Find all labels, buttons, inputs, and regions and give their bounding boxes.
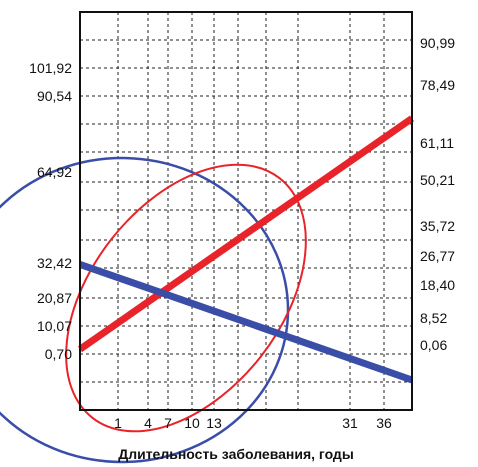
red-ellipse bbox=[65, 163, 307, 433]
x-tick-label: 13 bbox=[206, 415, 222, 431]
y-left-tick-label: 10,07 bbox=[37, 318, 72, 334]
blue-ellipse bbox=[0, 156, 290, 464]
y-left-tick-label: 0,70 bbox=[45, 346, 72, 362]
y-right-tick-label: 26,77 bbox=[420, 248, 455, 264]
x-axis-label: Длительность заболевания, годы bbox=[118, 446, 354, 462]
x-tick-label: 1 bbox=[114, 415, 122, 431]
y-left-tick-label: 64,92 bbox=[37, 164, 72, 180]
y-right-tick-label: 50,21 bbox=[420, 172, 455, 188]
plot-background bbox=[80, 12, 412, 410]
y-right-tick-label: 61,11 bbox=[420, 135, 454, 151]
grid bbox=[80, 12, 412, 410]
x-tick-label: 7 bbox=[164, 415, 172, 431]
x-tick-label: 36 bbox=[376, 415, 392, 431]
tick-labels: 1 4 7 10 13 31 36 101,92 90,54 64,92 32,42 20,87 10,… bbox=[29, 35, 455, 431]
red-regression-line bbox=[78, 115, 414, 353]
y-left-tick-label: 20,87 bbox=[37, 290, 72, 306]
y-right-tick-label: 35,72 bbox=[420, 218, 455, 234]
y-right-tick-label: 90,99 bbox=[420, 35, 455, 51]
ellipses bbox=[0, 156, 307, 464]
y-left-tick-label: 90,54 bbox=[37, 88, 72, 104]
y-left-tick-label: 32,42 bbox=[37, 255, 72, 271]
blue-regression-line bbox=[78, 261, 414, 384]
y-right-tick-label: 18,40 bbox=[420, 277, 455, 293]
y-left-tick-label: 101,92 bbox=[29, 60, 72, 76]
x-tick-label: 10 bbox=[184, 415, 200, 431]
y-right-tick-label: 8,52 bbox=[420, 310, 447, 326]
x-tick-label: 4 bbox=[144, 415, 152, 431]
x-tick-label: 31 bbox=[342, 415, 358, 431]
y-right-tick-label: 78,49 bbox=[420, 77, 455, 93]
series-lines bbox=[78, 115, 414, 384]
y-right-tick-label: 0,06 bbox=[420, 337, 447, 353]
plot-frame bbox=[79, 11, 413, 411]
